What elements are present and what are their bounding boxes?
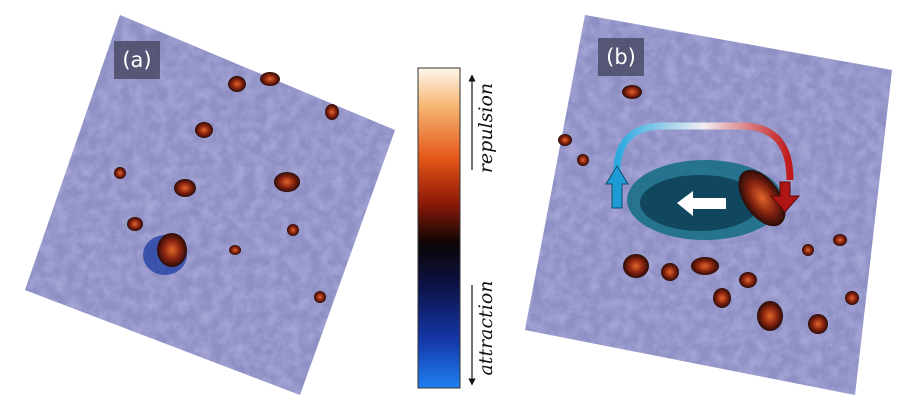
figure: (a) repulsion attraction (b) (0, 0, 902, 401)
colorbar: repulsion attraction (418, 68, 497, 388)
panel-a: (a) (25, 15, 395, 395)
micrograph (25, 15, 395, 395)
panel-b: (b) (525, 15, 892, 395)
panel-label: (a) (122, 48, 151, 72)
colorbar-label: attraction (475, 280, 497, 375)
colorbar-gradient (418, 68, 460, 388)
colorbar-label: repulsion (475, 83, 497, 173)
panel-label: (b) (606, 45, 636, 69)
